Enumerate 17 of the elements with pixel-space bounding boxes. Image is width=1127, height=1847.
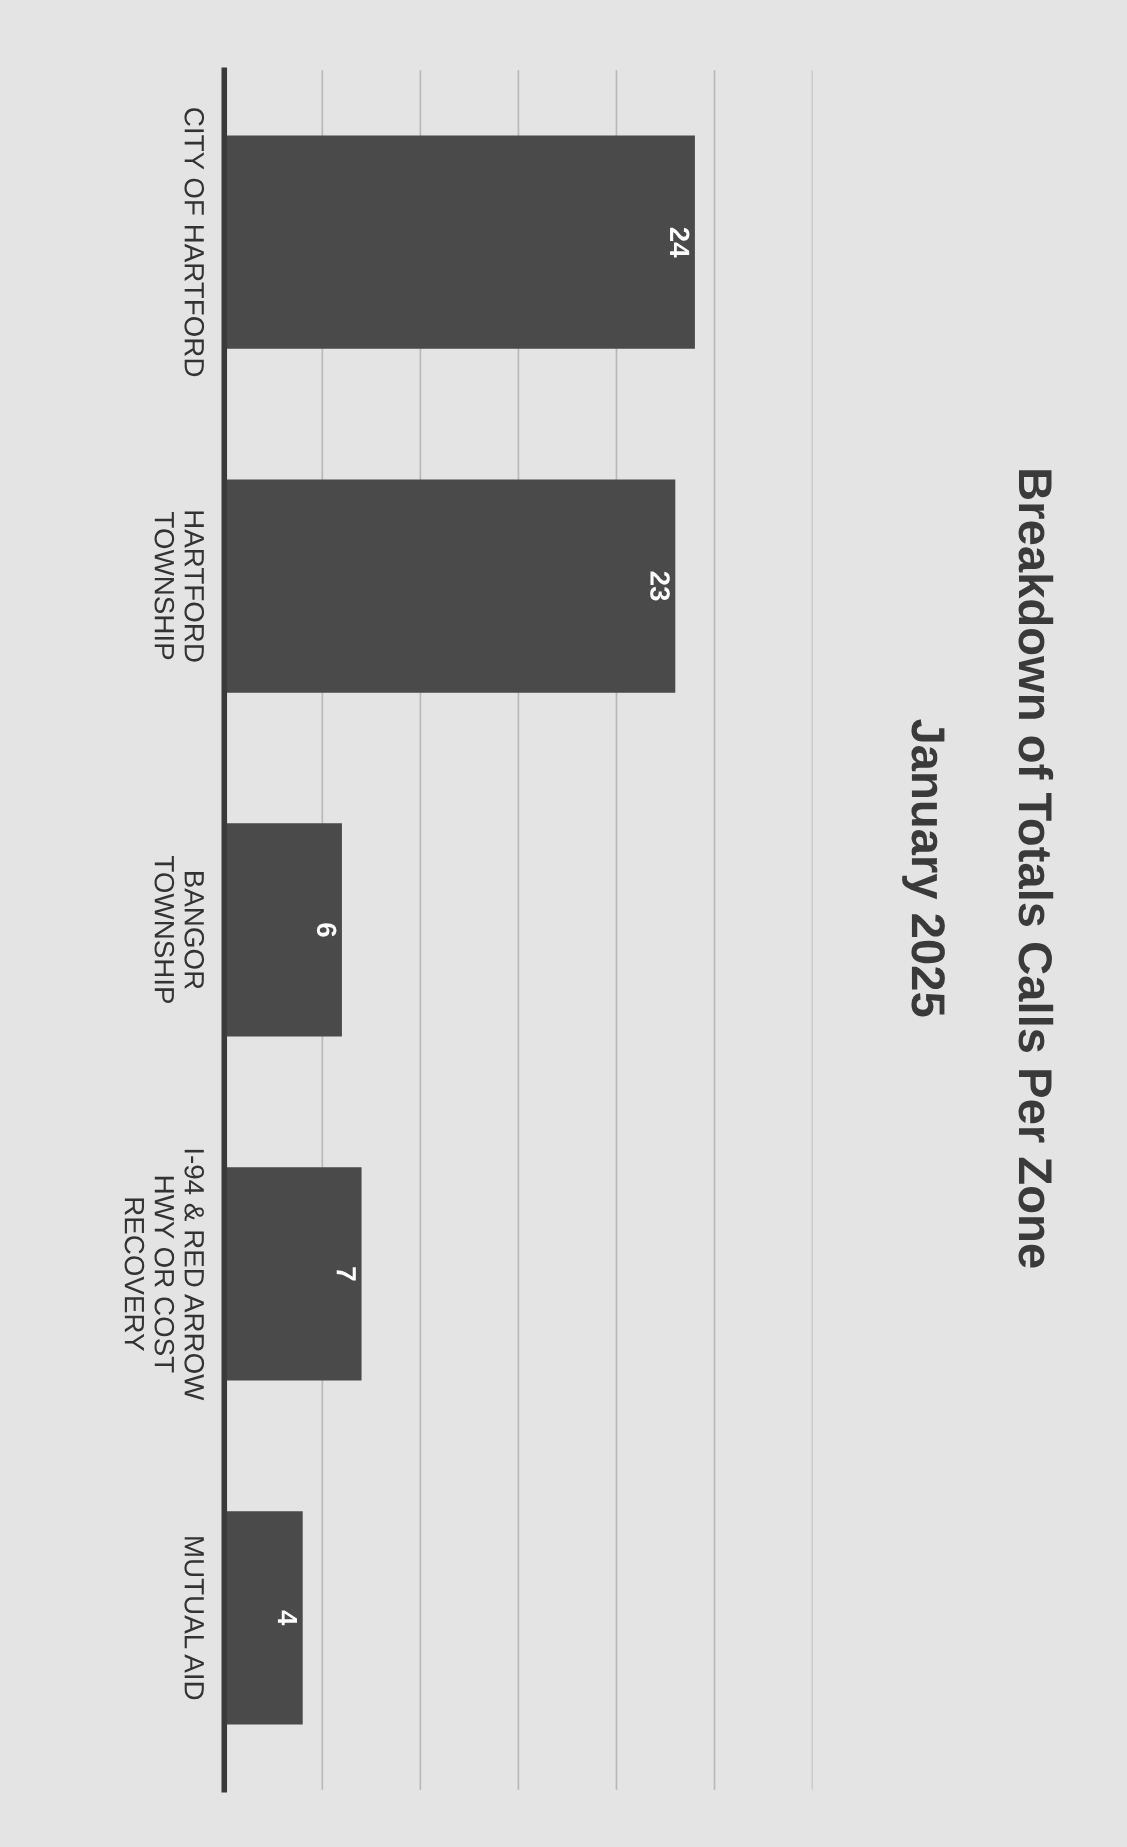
data-label: 6 [316, 923, 337, 937]
y-tick-label: BANGOR TOWNSHIP [154, 855, 205, 1004]
bar [224, 1167, 362, 1381]
y-tick-label: I-94 & RED ARROW HWY OR COST RECOVERY [124, 1149, 205, 1401]
data-label: 23 [650, 571, 670, 601]
bar [224, 135, 695, 349]
text: January 2025 [902, 719, 945, 1017]
bar [224, 479, 676, 693]
data-label: 7 [336, 1267, 356, 1281]
bar [224, 1511, 303, 1725]
data-label: 4 [277, 1610, 297, 1626]
text: Breakdown of Totals Calls Per Zone [1018, 470, 1054, 1268]
data-label: 24 [670, 227, 690, 258]
y-tick-label: HARTFORD TOWNSHIP [154, 511, 205, 662]
y-tick-label: MUTUAL AID [184, 1537, 204, 1700]
y-tick-label: CITY OF HARTFORD [184, 108, 205, 377]
bar [224, 823, 342, 1037]
